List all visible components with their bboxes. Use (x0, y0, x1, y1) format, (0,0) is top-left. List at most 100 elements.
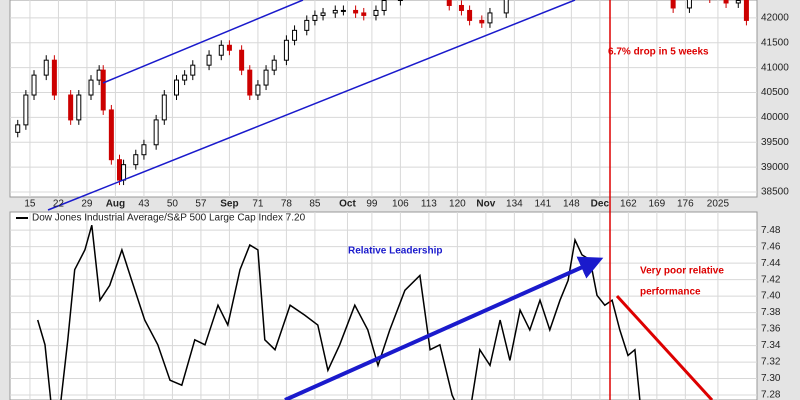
y-tick-label: 7.28 (761, 390, 781, 400)
candle-body (743, 0, 749, 21)
y-tick-label: 40500 (761, 87, 789, 98)
x-tick-label: 113 (421, 199, 437, 210)
y-tick-label: 7.42 (761, 274, 781, 285)
annotation: 6.7% drop in 5 weeks (608, 47, 709, 58)
candle-body (182, 74, 188, 81)
x-tick-label: 99 (366, 199, 378, 210)
candle-body (121, 164, 127, 181)
candle-body (255, 84, 261, 96)
y-tick-label: 7.48 (761, 225, 781, 236)
candle-body (31, 74, 37, 96)
candle-body (68, 94, 74, 121)
candle-body (735, 0, 741, 4)
candle-body (206, 54, 212, 66)
x-tick-label: Nov (476, 199, 495, 210)
candle-body (247, 69, 253, 96)
y-tick-label: 7.40 (761, 291, 781, 302)
candle-body (458, 4, 464, 11)
x-tick-label: Sep (220, 199, 238, 210)
y-tick-label: 41000 (761, 62, 789, 73)
x-tick-label: 169 (649, 199, 666, 210)
x-tick-label: 141 (535, 199, 552, 210)
y-tick-label: 39000 (761, 162, 789, 173)
candle-body (340, 9, 346, 12)
candle-body (226, 44, 232, 51)
candle-body (686, 0, 692, 9)
y-tick-label: 38500 (761, 187, 789, 198)
candle-body (76, 94, 82, 121)
candle-body (312, 14, 318, 21)
y-tick-label: 41500 (761, 37, 789, 48)
channel-upper (102, 0, 304, 84)
candle-body (479, 19, 485, 24)
y-tick-label: 7.44 (761, 258, 781, 269)
candle-body (271, 59, 277, 71)
candle-body (283, 39, 289, 61)
candle-body (239, 49, 245, 71)
channel-lower (47, 0, 576, 211)
candle-body (487, 12, 493, 24)
candle-body (43, 59, 49, 76)
x-tick-label: 120 (449, 199, 466, 210)
x-tick-label: Oct (339, 199, 356, 210)
y-tick-label: 40000 (761, 112, 789, 123)
x-tick-label: 148 (563, 199, 580, 210)
annotation: Very poor relative (640, 266, 724, 277)
annotation: Relative Leadership (348, 246, 442, 257)
x-tick-label: Dec (591, 199, 610, 210)
candle-body (161, 94, 167, 121)
candle-body (263, 69, 269, 86)
x-tick-label: 2025 (707, 199, 730, 210)
candle-body (23, 94, 29, 126)
candle-body (108, 109, 114, 161)
candle-body (320, 12, 326, 16)
candle-body (373, 9, 379, 16)
candle-body (190, 64, 196, 76)
candle-body (117, 159, 123, 181)
candle-body (133, 154, 139, 166)
x-tick-label: 106 (392, 199, 409, 210)
annotation-layer: 6.7% drop in 5 weeks Relative Leadership V… (47, 0, 724, 400)
candle-body (141, 144, 147, 156)
candle-body (446, 0, 452, 6)
x-tick-label: 176 (677, 199, 694, 210)
x-tick-label: 43 (138, 199, 150, 210)
decline-line (615, 294, 714, 400)
candle-body (467, 9, 473, 21)
y-tick-label: 7.36 (761, 324, 781, 335)
ratio-plot (9, 211, 758, 400)
ratio-line (36, 224, 641, 400)
candle-body (51, 59, 57, 96)
candle-body (100, 69, 106, 111)
annotation: performance (640, 287, 701, 298)
leadership-arrow (284, 256, 604, 400)
price-layer (10, 0, 757, 197)
y-tick-label: 7.30 (761, 373, 781, 384)
candle-body (292, 29, 298, 41)
candle-body (153, 119, 159, 146)
y-tick-label: 7.38 (761, 307, 781, 318)
y-tick-label: 7.46 (761, 241, 781, 252)
candle-body (381, 0, 387, 11)
y-tick-label: 7.32 (761, 357, 781, 368)
y-tick-label: 39500 (761, 137, 789, 148)
candle-body (670, 0, 676, 9)
candle-body (361, 12, 367, 16)
y-tick-label: 42000 (761, 13, 789, 24)
x-tick-label: 71 (252, 199, 264, 210)
candle-body (332, 9, 338, 14)
candle-body (353, 9, 359, 14)
candle-body (503, 0, 509, 14)
x-tick-label: Aug (106, 199, 125, 210)
candle-body (96, 69, 102, 81)
x-tick-label: 50 (167, 199, 179, 210)
candle-body (218, 44, 224, 56)
x-tick-label: 85 (309, 199, 321, 210)
candle-body (723, 0, 729, 4)
x-tick-label: 162 (620, 199, 637, 210)
candle-body (88, 79, 94, 96)
candle-body (304, 19, 310, 31)
x-tick-label: 22 (53, 199, 65, 210)
candle-body (173, 79, 179, 96)
